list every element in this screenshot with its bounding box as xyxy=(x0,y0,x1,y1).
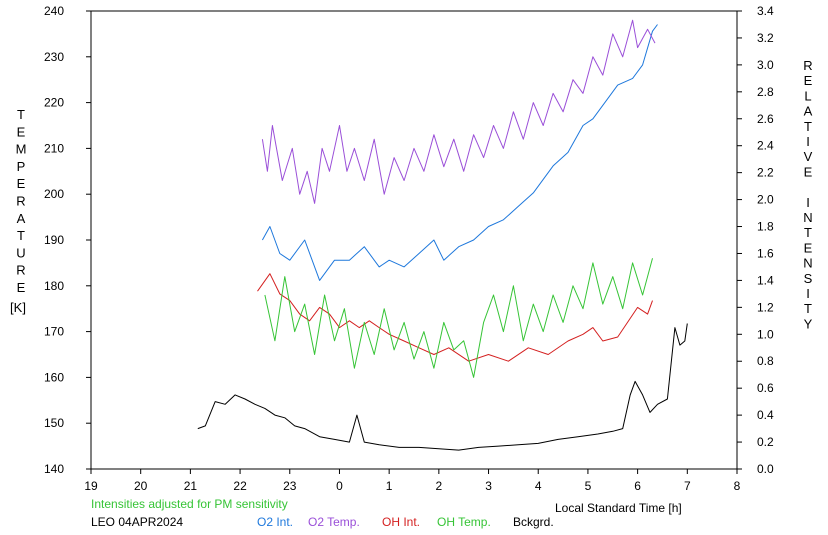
x-tick-label: 1 xyxy=(386,479,393,493)
left-y-tick-label: 220 xyxy=(44,96,64,110)
sensitivity-note: Intensities adjusted for PM sensitivity xyxy=(91,497,288,511)
right-axis-letter: L xyxy=(804,88,811,103)
right-axis-letter: N xyxy=(803,210,812,225)
right-y-tick-label: 0.6 xyxy=(757,381,774,395)
left-y-tick-label: 210 xyxy=(44,141,64,155)
right-axis-letter: S xyxy=(804,271,813,286)
x-tick-label: 23 xyxy=(283,479,297,493)
right-y-axis-ticks: 0.0 0.2 0.4 0.6 0.8 1.0 1.2 1.4 1.6 1.8 2.0 2.2 2.4 2… xyxy=(737,4,774,476)
x-tick-label: 0 xyxy=(336,479,343,493)
left-y-tick-label: 180 xyxy=(44,279,64,293)
legend-oh-int: OH Int. xyxy=(382,515,420,529)
series-oh-int-line xyxy=(257,273,653,362)
right-y-tick-label: 3.4 xyxy=(757,4,774,18)
left-axis-letter: E xyxy=(17,124,26,139)
right-axis-letter: V xyxy=(804,149,813,164)
left-axis-letter: T xyxy=(17,107,25,122)
right-axis-letter: E xyxy=(804,164,813,179)
right-axis-letter: I xyxy=(806,195,810,210)
left-y-tick-label: 140 xyxy=(44,462,64,476)
left-axis-letter: E xyxy=(17,176,26,191)
x-tick-label: 20 xyxy=(134,479,148,493)
series-bckgrd-line xyxy=(197,323,688,451)
right-axis-letter: R xyxy=(803,58,812,73)
right-y-tick-label: 1.0 xyxy=(757,327,774,341)
right-y-tick-label: 1.8 xyxy=(757,220,774,234)
legend-bckgrd: Bckgrd. xyxy=(513,515,554,529)
right-y-tick-label: 2.4 xyxy=(757,139,774,153)
x-tick-label: 7 xyxy=(684,479,691,493)
right-y-tick-label: 1.4 xyxy=(757,273,774,287)
right-axis-letter: T xyxy=(804,119,812,134)
series-layer xyxy=(197,19,688,451)
left-y-tick-label: 160 xyxy=(44,370,64,384)
right-y-tick-label: 2.2 xyxy=(757,166,774,180)
x-tick-label: 22 xyxy=(233,479,247,493)
right-y-tick-label: 0.8 xyxy=(757,354,774,368)
x-axis-label: Local Standard Time [h] xyxy=(555,501,682,515)
left-axis-letter: R xyxy=(16,263,25,278)
left-y-tick-label: 170 xyxy=(44,325,64,339)
left-y-axis-ticks: 140 150 160 170 180 190 200 210 220 230 240 xyxy=(44,4,91,476)
right-y-tick-label: 0.4 xyxy=(757,408,774,422)
x-tick-label: 5 xyxy=(585,479,592,493)
right-axis-letter: T xyxy=(804,225,812,240)
left-y-tick-label: 200 xyxy=(44,187,64,201)
x-tick-label: 8 xyxy=(734,479,741,493)
right-y-tick-label: 3.0 xyxy=(757,58,774,72)
right-axis-letter: E xyxy=(804,73,813,88)
series-oh-temp-line xyxy=(264,258,653,378)
right-axis-letter: N xyxy=(803,256,812,271)
left-y-tick-label: 240 xyxy=(44,4,64,18)
left-axis-letter: E xyxy=(17,280,26,295)
right-y-tick-label: 1.2 xyxy=(757,300,774,314)
right-y-tick-label: 0.2 xyxy=(757,435,774,449)
legend: O2 Int. O2 Temp. OH Int. OH Temp. Bckgrd. xyxy=(257,515,554,529)
left-axis-letter: T xyxy=(17,228,25,243)
x-tick-label: 4 xyxy=(535,479,542,493)
left-y-tick-label: 150 xyxy=(44,416,64,430)
plot-frame xyxy=(90,10,738,470)
station-label: LEO 04APR2024 xyxy=(91,515,183,529)
right-y-tick-label: 2.0 xyxy=(757,193,774,207)
right-y-tick-label: 3.2 xyxy=(757,31,774,45)
left-axis-unit: [K] xyxy=(10,300,26,315)
x-tick-label: 3 xyxy=(485,479,492,493)
left-axis-letter: R xyxy=(16,194,25,209)
legend-oh-temp: OH Temp. xyxy=(437,515,491,529)
x-tick-label: 21 xyxy=(184,479,198,493)
legend-o2-int: O2 Int. xyxy=(257,515,293,529)
left-axis-letter: P xyxy=(17,159,26,174)
x-tick-label: 19 xyxy=(84,479,98,493)
right-axis-letter: I xyxy=(806,286,810,301)
left-y-tick-label: 190 xyxy=(44,233,64,247)
right-y-tick-label: 1.6 xyxy=(757,246,774,260)
right-y-tick-label: 2.6 xyxy=(757,112,774,126)
x-axis-ticks: 19 20 21 22 23 0 1 2 3 4 5 6 7 8 xyxy=(84,469,741,493)
x-tick-label: 2 xyxy=(436,479,443,493)
series-o2-int-line xyxy=(261,24,658,281)
right-axis-letter: A xyxy=(804,104,813,119)
right-y-tick-label: 0.0 xyxy=(757,462,774,476)
right-y-tick-label: 2.8 xyxy=(757,85,774,99)
left-axis-letter: A xyxy=(17,211,26,226)
right-axis-letter: Y xyxy=(804,316,813,331)
legend-o2-temp: O2 Temp. xyxy=(308,515,360,529)
series-o2-temp-line xyxy=(261,19,656,204)
right-axis-letter: T xyxy=(804,301,812,316)
left-axis-letter: U xyxy=(16,245,25,260)
left-y-tick-label: 230 xyxy=(44,50,64,64)
right-axis-letter: I xyxy=(806,134,810,149)
left-axis-letter: M xyxy=(16,142,27,157)
right-axis-letter: E xyxy=(804,240,813,255)
x-tick-label: 6 xyxy=(634,479,641,493)
